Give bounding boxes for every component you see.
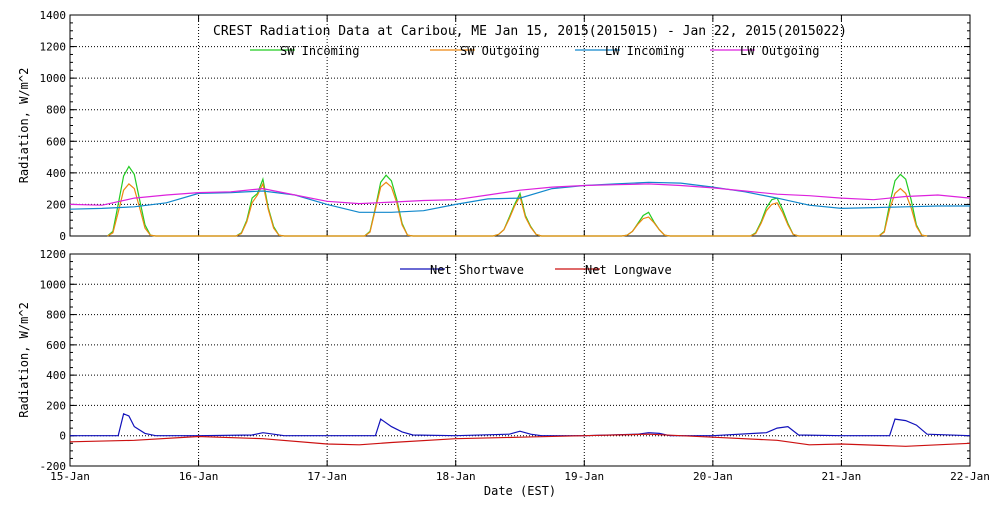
chart-panels: 0 200 400 600 800 1000 1200 1400 Radiation, W/m^…: [17, 9, 990, 498]
y-axis-label: Radiation, W/m^2: [17, 68, 31, 184]
y-tick-label: 600: [46, 135, 66, 148]
y-tick-label: 1000: [40, 278, 67, 291]
x-tick-label: 20-Jan: [693, 470, 733, 483]
y-tick-label: 1000: [40, 72, 67, 85]
y-tick-label: 0: [59, 230, 66, 243]
y-tick-label: 800: [46, 104, 66, 117]
legend-label: Net Shortwave: [430, 263, 524, 277]
legend-label: LW Incoming: [605, 44, 684, 58]
chart-panel-1: 0 200 400 600 800 1000 1200 1400 Radiation, W/m^…: [17, 9, 971, 243]
x-tick-label: 22-Jan: [950, 470, 990, 483]
legend-label: Net Longwave: [585, 263, 672, 277]
x-tick-label: 17-Jan: [307, 470, 347, 483]
y-tick-label: 1400: [40, 9, 67, 22]
series-line-lw-incoming: [69, 181, 970, 213]
y-tick-label: 800: [46, 309, 66, 322]
y-tick-label: 400: [46, 167, 66, 180]
y-tick-label: 200: [46, 198, 66, 211]
legend-label: LW Outgoing: [740, 44, 819, 58]
y-tick-label: 0: [59, 430, 66, 443]
x-axis-label: Date (EST): [484, 484, 556, 498]
chart-panel-2: -200 0 200 400 600 800 1000 1200 15-Jan 16-Jan 17-…: [17, 248, 990, 498]
x-tick-label: 18-Jan: [436, 470, 476, 483]
series-line-net-longwave: [69, 433, 971, 447]
series-line-lw-outgoing: [69, 183, 971, 206]
plot-frame: [69, 253, 971, 467]
x-tick-label: 21-Jan: [822, 470, 862, 483]
y-tick-label: 1200: [40, 41, 67, 54]
x-tick-label: 16-Jan: [179, 470, 219, 483]
series-line-net-shortwave: [70, 412, 971, 437]
legend-label: SW Incoming: [280, 44, 359, 58]
y-tick-label: 400: [46, 369, 66, 382]
x-tick-label: 19-Jan: [564, 470, 604, 483]
y-axis-label: Radiation, W/m^2: [17, 302, 31, 418]
y-tick-label: -200: [40, 460, 67, 473]
x-tick-label: 15-Jan: [50, 470, 90, 483]
chart-title: CREST Radiation Data at Caribou, ME Jan …: [213, 24, 847, 39]
y-tick-label: 1200: [40, 248, 67, 261]
y-tick-label: 200: [46, 399, 66, 412]
legend-label: SW Outgoing: [460, 44, 539, 58]
y-tick-label: 600: [46, 339, 66, 352]
series-line-sw-outgoing: [107, 181, 928, 237]
